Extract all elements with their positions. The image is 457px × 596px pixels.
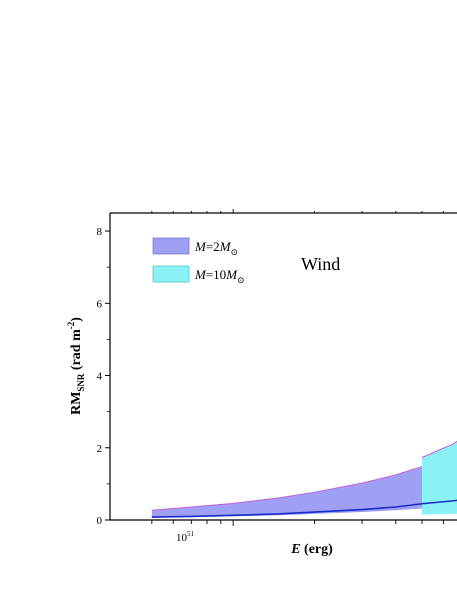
band-series-1	[151, 453, 457, 518]
plot-areas	[151, 440, 457, 518]
y-tick-label: 0	[97, 515, 103, 527]
y-tick-label: 2	[97, 443, 103, 455]
y-axis-label: RMSNR (rad m-2)	[66, 317, 86, 415]
line-series-3	[151, 499, 457, 518]
y-ticks: 0 2 4 6 8	[97, 226, 110, 527]
y-tick-label: 6	[97, 298, 103, 310]
legend-label-series-2: M=10M⊙	[194, 267, 245, 285]
x-ticks	[151, 209, 444, 526]
panel-label: Wind	[301, 254, 340, 274]
x-axis-label: E (erg)	[290, 542, 333, 557]
band-series-2	[421, 441, 457, 515]
band-upper-edge-series-1	[151, 453, 457, 511]
y-tick-label: 8	[97, 226, 103, 238]
legend-swatch-series-1	[152, 237, 190, 255]
x-tick-label-1e51: 1051	[176, 530, 195, 544]
y-tick-label: 4	[97, 371, 103, 383]
legend: M=2M⊙ M=10M⊙	[152, 237, 245, 285]
legend-swatch-series-2	[152, 265, 190, 283]
legend-label-series-1: M=2M⊙	[194, 239, 238, 257]
band-upper-edge-series-2	[421, 440, 457, 458]
